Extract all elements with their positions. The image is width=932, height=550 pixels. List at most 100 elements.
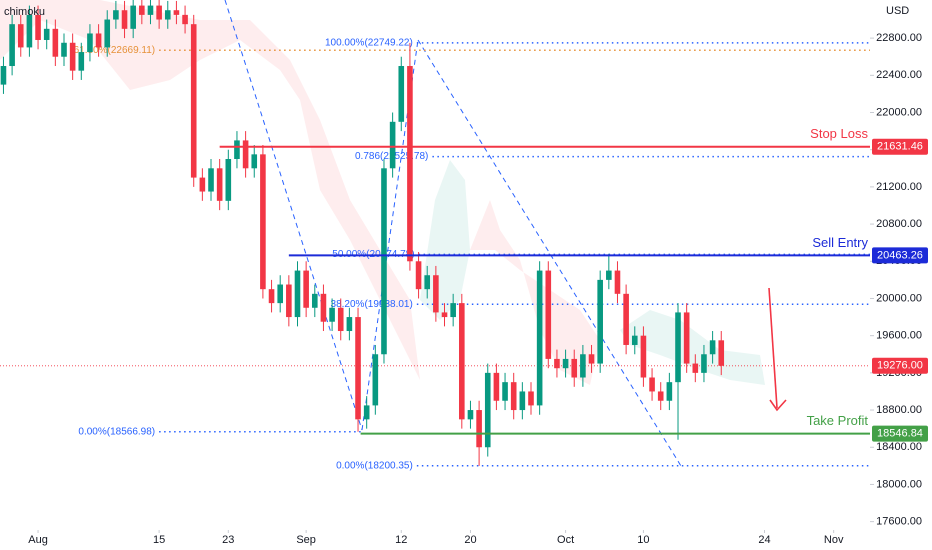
candle-body <box>606 270 612 280</box>
candle-body <box>701 354 707 373</box>
candle-body <box>588 354 595 364</box>
trend-line <box>224 0 363 431</box>
candle-body <box>441 312 448 318</box>
candle-body <box>683 312 690 364</box>
candle-body <box>484 372 491 448</box>
candle-body <box>640 335 647 378</box>
candle-body <box>329 307 335 322</box>
y-tick-label: 18400.00 <box>876 441 922 453</box>
candle-body <box>493 372 500 401</box>
candle-body <box>139 5 145 15</box>
candle-body <box>87 33 93 53</box>
candle-body <box>536 270 543 406</box>
candle-body <box>346 317 353 332</box>
candle-body <box>17 24 24 48</box>
arrow-head <box>769 399 787 412</box>
candle-body <box>242 140 249 169</box>
candle-body <box>571 358 578 378</box>
candle-body <box>173 10 180 15</box>
x-tick-label: 20 <box>464 534 476 546</box>
candle-body <box>614 270 621 294</box>
candle-body <box>467 410 474 420</box>
x-tick-label: 23 <box>222 534 234 546</box>
candle-body <box>294 270 301 318</box>
candle-body <box>43 28 50 40</box>
price-box <box>872 138 928 155</box>
candle-body <box>519 391 526 411</box>
candle-body <box>130 5 136 29</box>
candle-body <box>95 33 102 48</box>
x-tick-label: 15 <box>153 534 165 546</box>
fib-label: 61.80%(22669.11) <box>74 45 156 56</box>
price-box <box>872 247 928 264</box>
fib-label: 100.00%(22749.22) <box>325 37 413 48</box>
candle-body <box>554 358 560 369</box>
candle-body <box>709 340 716 355</box>
candle-body <box>311 293 318 308</box>
price-box <box>872 425 928 442</box>
candle-body <box>649 377 655 392</box>
currency-label: USD <box>886 5 909 17</box>
price-box-label: 18546.84 <box>877 427 923 439</box>
candle-body <box>147 5 154 15</box>
forecast-arrow <box>768 287 787 412</box>
candle-body <box>528 391 534 406</box>
candle-body <box>61 42 67 57</box>
candle-body <box>251 154 258 169</box>
fib-label: 0.00%(18566.98) <box>78 426 155 437</box>
candle-body <box>216 168 223 201</box>
y-tick-label: 20000.00 <box>876 292 922 304</box>
candle-body <box>433 275 439 313</box>
candle-body <box>199 177 206 192</box>
y-tick-label: 17600.00 <box>876 516 922 528</box>
candle-body <box>389 121 396 169</box>
fib-label: 0.00%(18200.35) <box>336 460 413 471</box>
trade-level-name: Stop Loss <box>810 126 868 141</box>
last-price-label: 19276.00 <box>877 360 923 372</box>
candle-body <box>623 293 629 345</box>
candle-body <box>113 10 119 20</box>
candle-body <box>225 159 232 201</box>
candle-body <box>208 168 214 192</box>
ichimoku-cloud <box>0 0 765 385</box>
candle-body <box>398 66 405 122</box>
arrow-shaft <box>768 287 778 409</box>
trend-line <box>417 39 682 467</box>
price-box <box>872 357 928 374</box>
candle-body <box>277 284 283 304</box>
candle-body <box>78 52 85 71</box>
candle-body <box>164 10 171 20</box>
candle-body <box>156 5 162 20</box>
candle-body <box>355 317 361 420</box>
candle-body <box>415 261 422 290</box>
plot-area: 100.00%(22749.22)61.80%(22669.11)0.786(2… <box>0 0 870 471</box>
candle-body <box>597 279 603 364</box>
candle-body <box>675 312 681 383</box>
x-tick-label: 12 <box>395 534 407 546</box>
fib-label: 38.20%(19938.01) <box>331 299 413 310</box>
candle-body <box>121 10 128 29</box>
candle-body <box>303 270 309 308</box>
candle-body <box>580 354 586 378</box>
y-tick-label: 19600.00 <box>876 330 922 342</box>
candle-body <box>190 24 197 178</box>
candle-body <box>234 140 240 159</box>
candle-body <box>69 42 76 71</box>
candle-body <box>52 28 59 57</box>
candle-body <box>381 168 387 355</box>
candle-body <box>260 154 266 290</box>
candle-body <box>363 405 370 420</box>
y-tick-label: 21200.00 <box>876 181 922 193</box>
x-tick-label: 10 <box>637 534 649 546</box>
candle-body <box>9 24 15 67</box>
candle-body <box>268 289 275 304</box>
y-tick-label: 18800.00 <box>876 404 922 416</box>
candle-body <box>320 293 327 322</box>
trade-level-name: Sell Entry <box>812 235 868 250</box>
candle-body <box>631 335 638 345</box>
cloud-bullish <box>620 310 765 385</box>
y-tick-label: 18000.00 <box>876 478 922 490</box>
indicator-label: chimoku <box>4 6 45 18</box>
